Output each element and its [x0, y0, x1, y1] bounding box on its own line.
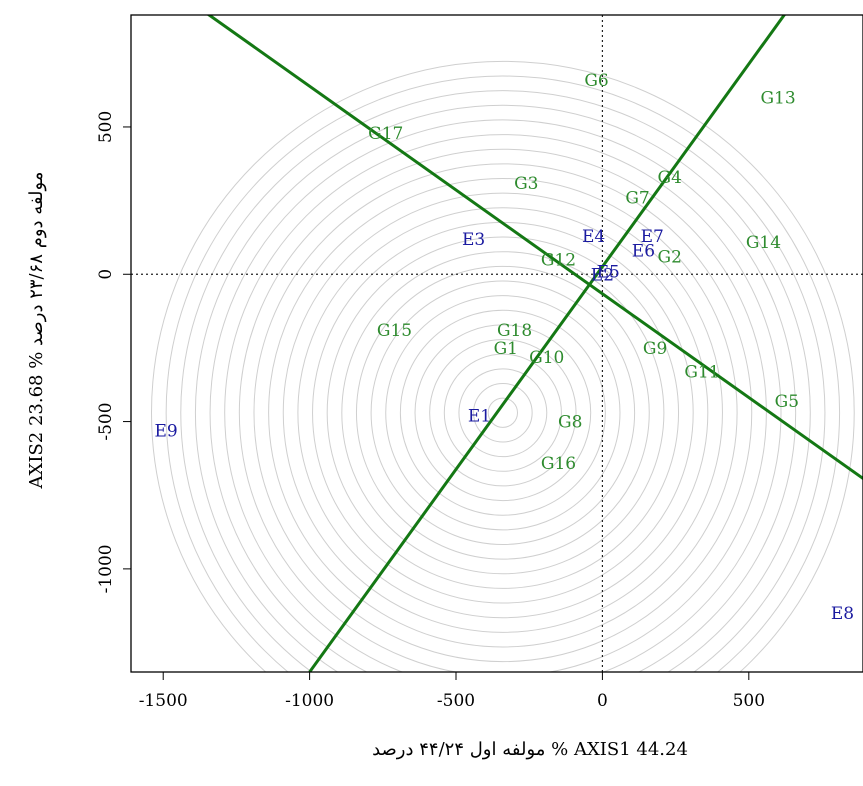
reference-lines: [131, 15, 863, 672]
circle-3: [458, 368, 548, 458]
circle-8: [385, 295, 621, 531]
point-e6: E6: [632, 242, 655, 262]
x-tick-label: -1000: [285, 691, 334, 711]
point-g3: G3: [514, 174, 538, 194]
circle-11: [341, 251, 665, 575]
point-g9: G9: [643, 339, 667, 359]
point-e4: E4: [582, 227, 605, 247]
point-e7: E7: [641, 227, 664, 247]
circle-6: [414, 324, 592, 502]
point-g13: G13: [760, 88, 795, 108]
point-g18: G18: [497, 321, 532, 341]
point-g14: G14: [746, 233, 781, 253]
y-axis-label: AXIS2 23.68 % مولفه دوم ۲۳/۶۸ درصد: [26, 172, 47, 490]
circle-20: [209, 119, 797, 672]
point-g10: G10: [529, 348, 564, 368]
circle-15: [282, 192, 723, 633]
biplot-line-1: [206, 15, 863, 481]
circle-19: [224, 134, 782, 672]
y-tick-label: -500: [96, 402, 116, 440]
circle-12: [326, 236, 680, 589]
point-g4: G4: [658, 168, 682, 188]
point-g7: G7: [625, 189, 649, 209]
point-g6: G6: [584, 71, 608, 91]
circle-17: [253, 163, 753, 663]
point-e8: E8: [831, 604, 854, 624]
point-g15: G15: [377, 321, 412, 341]
circle-18: [238, 148, 767, 672]
plot-frame: [130, 14, 863, 673]
point-g1: G1: [494, 339, 518, 359]
x-tick-label: 500: [733, 691, 765, 711]
circle-13: [312, 221, 694, 604]
circle-22: [180, 90, 826, 672]
concentric-circles: [151, 60, 855, 672]
point-g16: G16: [541, 454, 576, 474]
y-tick-label: 0: [96, 269, 116, 280]
y-tick-label: 500: [96, 111, 116, 143]
point-g17: G17: [368, 124, 403, 144]
point-g5: G5: [775, 392, 799, 412]
circle-4: [443, 353, 562, 472]
circle-2: [473, 382, 533, 443]
circle-21: [195, 104, 811, 672]
biplot-line-2: [308, 15, 787, 672]
point-g12: G12: [541, 251, 576, 271]
point-g2: G2: [658, 248, 682, 268]
point-g11: G11: [684, 362, 719, 382]
circle-1: [487, 397, 518, 428]
y-tick-label: -1000: [96, 544, 116, 593]
axes: -1500 -1000 -500 0 500 -1000 -500 0 500: [96, 111, 765, 711]
circle-7: [399, 309, 606, 516]
point-e9: E9: [155, 421, 178, 441]
point-e3: E3: [462, 230, 485, 250]
circle-5: [429, 339, 577, 487]
x-tick-label: -1500: [139, 691, 188, 711]
point-e1: E1: [468, 407, 491, 427]
x-tick-label: -500: [437, 691, 475, 711]
point-e2: E2: [591, 265, 614, 285]
x-tick-label: 0: [597, 691, 608, 711]
circle-16: [268, 177, 738, 648]
circle-9: [370, 280, 636, 545]
x-axis-label: مولفه اول ۴۴/۲۴ درصد % AXIS1 44.24: [372, 739, 688, 760]
circle-10: [355, 265, 650, 560]
point-g8: G8: [558, 413, 582, 433]
data-points: G1 G2 G3 G4 G5 G6 G7 G8 G9 G10 G11 G12 G13 G14 G15 G16 G…: [155, 71, 855, 624]
biplot-lines: [206, 15, 863, 672]
circle-23: [165, 75, 840, 672]
point-e5: E5: [597, 262, 620, 282]
circle-14: [297, 207, 709, 619]
circle-24: [151, 60, 855, 672]
